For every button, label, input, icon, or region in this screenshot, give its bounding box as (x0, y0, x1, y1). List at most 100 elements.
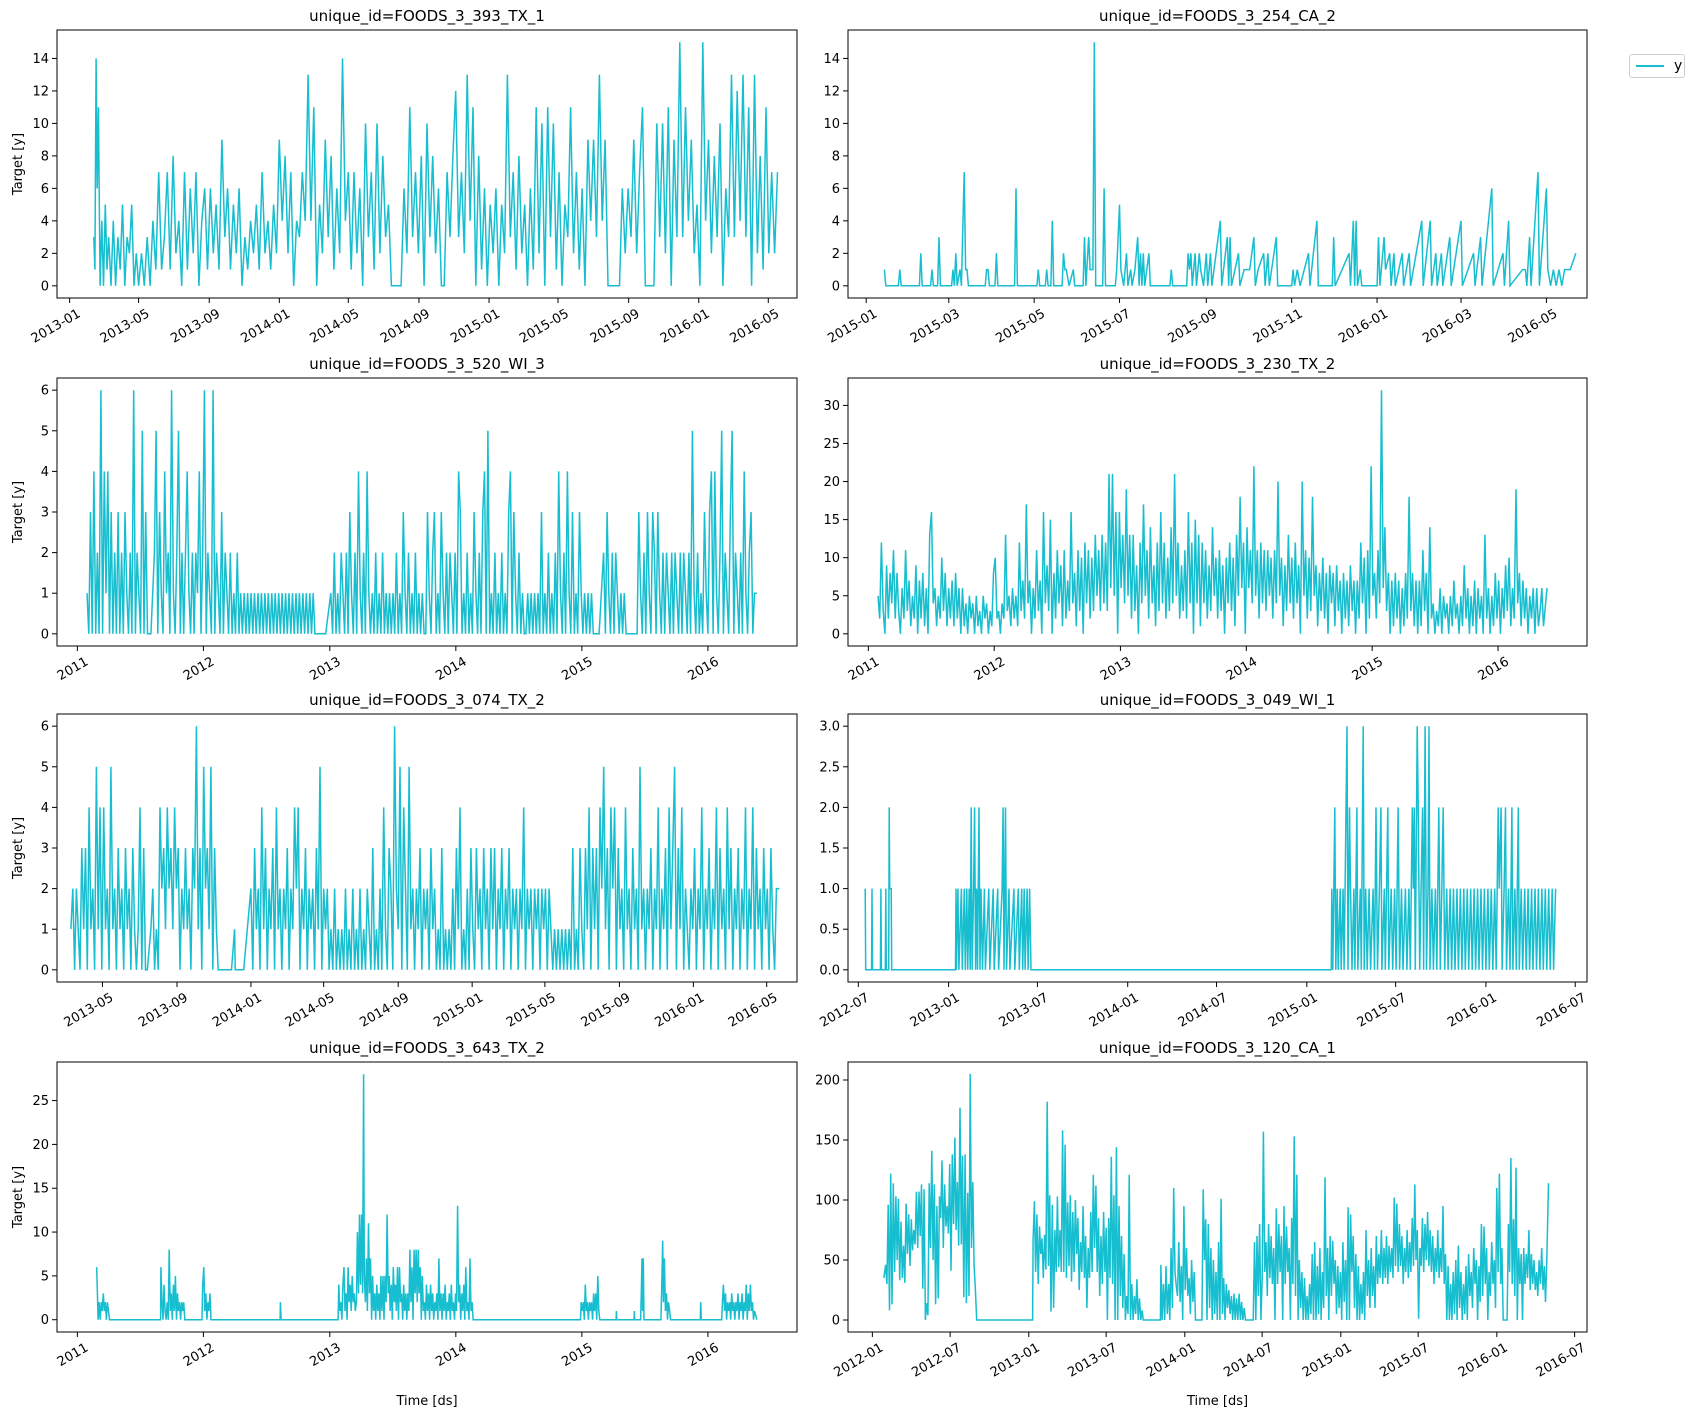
series-line-y (883, 42, 1577, 288)
x-tick-label: 2014 (1224, 654, 1260, 684)
y-tick-label: 10 (32, 1226, 49, 1241)
x-tick-label: 2013-01 (908, 990, 963, 1030)
x-tick-label: 2015-01 (448, 306, 503, 346)
subplot-title: unique_id=FOODS_3_520_WI_3 (309, 355, 544, 374)
y-tick-label: 15 (32, 1182, 49, 1197)
y-tick-label: 100 (815, 1194, 840, 1209)
subplot-title: unique_id=FOODS_3_393_TX_1 (309, 7, 545, 26)
legend: y (1629, 54, 1685, 78)
y-tick-label: 8 (41, 149, 49, 164)
y-tick-label: 3 (41, 506, 49, 521)
x-tick-label: 2014 (433, 654, 469, 684)
axes-frame (847, 377, 1588, 647)
x-tick-label: 2016 (685, 1340, 721, 1370)
x-tick-label: 2015-05 (993, 306, 1048, 346)
subplot-3: unique_id=FOODS_3_520_WI_3 0 1 2 3 4 5 6 2011 201… (11, 355, 798, 684)
x-tick-label: 2014-07 (1176, 990, 1231, 1030)
y-tick-label: 2 (41, 882, 49, 897)
y-tick-label: 6 (41, 384, 49, 399)
x-tick-label: 2014-01 (1144, 1340, 1199, 1380)
series-line-y (86, 390, 757, 635)
y-tick-label: 0 (41, 1313, 49, 1328)
x-tick-label: 2015-07 (1355, 990, 1410, 1030)
subplot-1: unique_id=FOODS_3_393_TX_1 0 2 4 6 8 10 12 14 201… (11, 7, 798, 347)
x-tick-label: 2015 (1350, 654, 1386, 684)
x-tick-label: 2016-07 (1534, 990, 1589, 1030)
x-tick-label: 2014-01 (1087, 990, 1142, 1030)
x-tick-label: 2013 (307, 654, 343, 684)
x-tick-label: 2011 (55, 654, 91, 684)
x-tick-label: 2016-05 (726, 990, 781, 1030)
y-axis-label: Target [y] (11, 1166, 26, 1229)
x-tick-label: 2014-01 (239, 306, 294, 346)
series-line-y (877, 390, 1548, 634)
axes-frame (847, 29, 1588, 299)
y-tick-label: 2.0 (819, 801, 840, 816)
x-axis-label: Time [ds] (395, 1394, 457, 1409)
x-tick-label: 2012-01 (832, 1340, 887, 1380)
y-tick-label: 0 (41, 279, 49, 294)
x-tick-label: 2012-07 (817, 990, 872, 1030)
y-tick-label: 2 (41, 247, 49, 262)
x-tick-label: 2013-09 (136, 990, 191, 1030)
x-tick-label: 2015-03 (908, 306, 963, 346)
subplot-6: unique_id=FOODS_3_049_WI_1 0.0 0.5 1.0 1.5 2.… (817, 691, 1588, 1031)
y-tick-label: 5 (832, 589, 840, 604)
y-tick-label: 5 (41, 1269, 49, 1284)
x-tick-label: 2014-09 (357, 990, 412, 1030)
subplot-title: unique_id=FOODS_3_230_TX_2 (1100, 355, 1336, 374)
subplot-title: unique_id=FOODS_3_643_TX_2 (309, 1039, 545, 1058)
x-tick-label: 2016-01 (658, 306, 713, 346)
x-tick-label: 2015-11 (1251, 306, 1306, 346)
y-tick-label: 2 (832, 247, 840, 262)
y-tick-label: 0 (41, 627, 49, 642)
x-tick-label: 2015-05 (517, 306, 572, 346)
x-tick-label: 2016-01 (653, 990, 708, 1030)
x-tick-label: 2012 (181, 654, 217, 684)
x-tick-label: 2014-07 (1221, 1340, 1276, 1380)
y-tick-label: 10 (32, 117, 49, 132)
x-tick-label: 2015-09 (1165, 306, 1220, 346)
subplot-7: unique_id=FOODS_3_643_TX_2 0 5 10 15 20 25 2011… (11, 1039, 798, 1409)
x-tick-label: 2013-01 (988, 1340, 1043, 1380)
x-tick-label: 2016-03 (1420, 306, 1475, 346)
x-tick-label: 2012 (181, 1340, 217, 1370)
series-line-y (70, 726, 780, 971)
x-tick-label: 2014-05 (307, 306, 362, 346)
legend-label-y: y (1674, 58, 1683, 74)
y-tick-label: 3 (41, 842, 49, 857)
x-tick-label: 2015 (559, 654, 595, 684)
y-tick-label: 0 (832, 627, 840, 642)
y-axis-label: Target [y] (11, 481, 26, 544)
x-tick-label: 2015-01 (1266, 990, 1321, 1030)
x-axis-label: Time [ds] (1186, 1394, 1248, 1409)
y-tick-label: 1 (41, 587, 49, 602)
y-tick-label: 8 (832, 149, 840, 164)
y-tick-label: 4 (832, 214, 840, 229)
x-tick-label: 2014 (433, 1340, 469, 1370)
x-tick-label: 2013-01 (29, 306, 84, 346)
y-tick-label: 5 (41, 760, 49, 775)
x-tick-label: 2016-01 (1456, 1340, 1511, 1380)
x-tick-label: 2015-09 (579, 990, 634, 1030)
y-tick-label: 25 (823, 437, 840, 452)
series-line-y (864, 726, 1557, 971)
y-tick-label: 4 (41, 214, 49, 229)
y-tick-label: 0 (832, 1314, 840, 1329)
x-tick-label: 2011 (55, 1340, 91, 1370)
x-tick-label: 2013 (307, 1340, 343, 1370)
y-tick-label: 6 (41, 182, 49, 197)
subplot-2: unique_id=FOODS_3_254_CA_2 0 2 4 6 8 10 12 14 201… (823, 7, 1588, 347)
subplot-4: unique_id=FOODS_3_230_TX_2 0 5 10 15 20 25 30 20… (823, 355, 1588, 684)
x-tick-label: 2013-07 (1065, 1340, 1120, 1380)
axes-frame (56, 29, 798, 299)
x-tick-label: 2015-09 (588, 306, 643, 346)
x-tick-label: 2016-05 (727, 306, 782, 346)
y-tick-label: 4 (41, 801, 49, 816)
x-tick-label: 2013-07 (997, 990, 1052, 1030)
y-tick-label: 1 (41, 923, 49, 938)
legend-swatch-y (1636, 65, 1664, 67)
x-tick-label: 2011 (846, 654, 882, 684)
x-tick-label: 2015-05 (504, 990, 559, 1030)
